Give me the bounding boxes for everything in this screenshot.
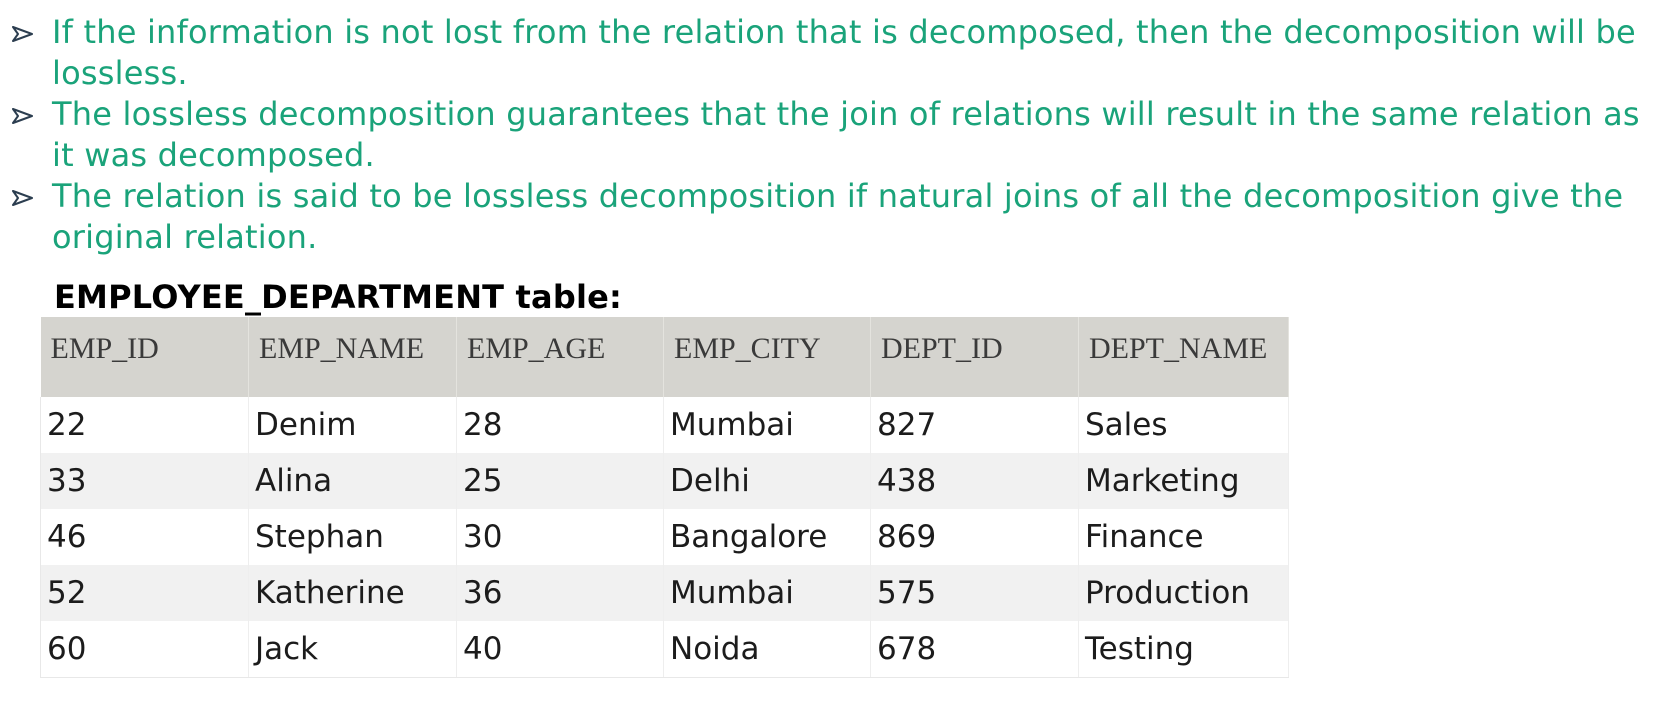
- cell-emp-age: 25: [456, 453, 664, 509]
- arrow-bullet-icon: [12, 94, 52, 125]
- table-title: EMPLOYEE_DEPARTMENT table:: [54, 278, 623, 316]
- arrow-bullet-icon: [12, 176, 52, 207]
- cell-emp-age: 40: [456, 621, 664, 678]
- table-row: 52 Katherine 36 Mumbai 575 Production: [40, 565, 1289, 621]
- cell-dept-name: Sales: [1078, 397, 1289, 453]
- table-row: 46 Stephan 30 Bangalore 869 Finance: [40, 509, 1289, 565]
- bullet-list: If the information is not lost from the …: [12, 12, 1652, 258]
- cell-emp-city: Mumbai: [663, 565, 871, 621]
- cell-dept-id: 575: [870, 565, 1079, 621]
- column-header-emp-city: EMP_CITY: [663, 317, 871, 397]
- table-row: 22 Denim 28 Mumbai 827 Sales: [40, 397, 1289, 453]
- cell-emp-id: 46: [40, 509, 249, 565]
- arrow-bullet-icon: [12, 12, 52, 43]
- cell-dept-name: Production: [1078, 565, 1289, 621]
- cell-dept-id: 438: [870, 453, 1079, 509]
- table-row: 33 Alina 25 Delhi 438 Marketing: [40, 453, 1289, 509]
- bullet-text: If the information is not lost from the …: [52, 13, 1636, 92]
- cell-emp-city: Delhi: [663, 453, 871, 509]
- column-header-dept-id: DEPT_ID: [870, 317, 1079, 397]
- cell-emp-city: Mumbai: [663, 397, 871, 453]
- cell-emp-city: Noida: [663, 621, 871, 678]
- bullet-item: The relation is said to be lossless deco…: [12, 176, 1652, 258]
- table-row: 60 Jack 40 Noida 678 Testing: [40, 621, 1289, 678]
- column-header-emp-age: EMP_AGE: [456, 317, 664, 397]
- bullet-item: If the information is not lost from the …: [12, 12, 1652, 94]
- column-header-dept-name: DEPT_NAME: [1078, 317, 1289, 397]
- cell-emp-name: Jack: [248, 621, 457, 678]
- table-header-row: EMP_ID EMP_NAME EMP_AGE EMP_CITY DEPT_ID…: [40, 317, 1289, 397]
- column-header-emp-name: EMP_NAME: [248, 317, 457, 397]
- cell-emp-age: 36: [456, 565, 664, 621]
- cell-emp-id: 22: [40, 397, 249, 453]
- cell-emp-id: 33: [40, 453, 249, 509]
- cell-emp-name: Katherine: [248, 565, 457, 621]
- bullet-text: The lossless decomposition guarantees th…: [52, 95, 1640, 174]
- bullet-text: The relation is said to be lossless deco…: [52, 177, 1624, 256]
- bullet-item: The lossless decomposition guarantees th…: [12, 94, 1652, 176]
- cell-emp-name: Alina: [248, 453, 457, 509]
- cell-emp-name: Stephan: [248, 509, 457, 565]
- cell-dept-id: 869: [870, 509, 1079, 565]
- cell-emp-id: 60: [40, 621, 249, 678]
- employee-department-table: EMP_ID EMP_NAME EMP_AGE EMP_CITY DEPT_ID…: [40, 317, 1289, 678]
- cell-emp-id: 52: [40, 565, 249, 621]
- cell-dept-name: Testing: [1078, 621, 1289, 678]
- cell-emp-name: Denim: [248, 397, 457, 453]
- cell-dept-name: Marketing: [1078, 453, 1289, 509]
- cell-dept-name: Finance: [1078, 509, 1289, 565]
- cell-dept-id: 678: [870, 621, 1079, 678]
- cell-dept-id: 827: [870, 397, 1079, 453]
- cell-emp-age: 30: [456, 509, 664, 565]
- column-header-emp-id: EMP_ID: [40, 317, 249, 397]
- cell-emp-age: 28: [456, 397, 664, 453]
- cell-emp-city: Bangalore: [663, 509, 871, 565]
